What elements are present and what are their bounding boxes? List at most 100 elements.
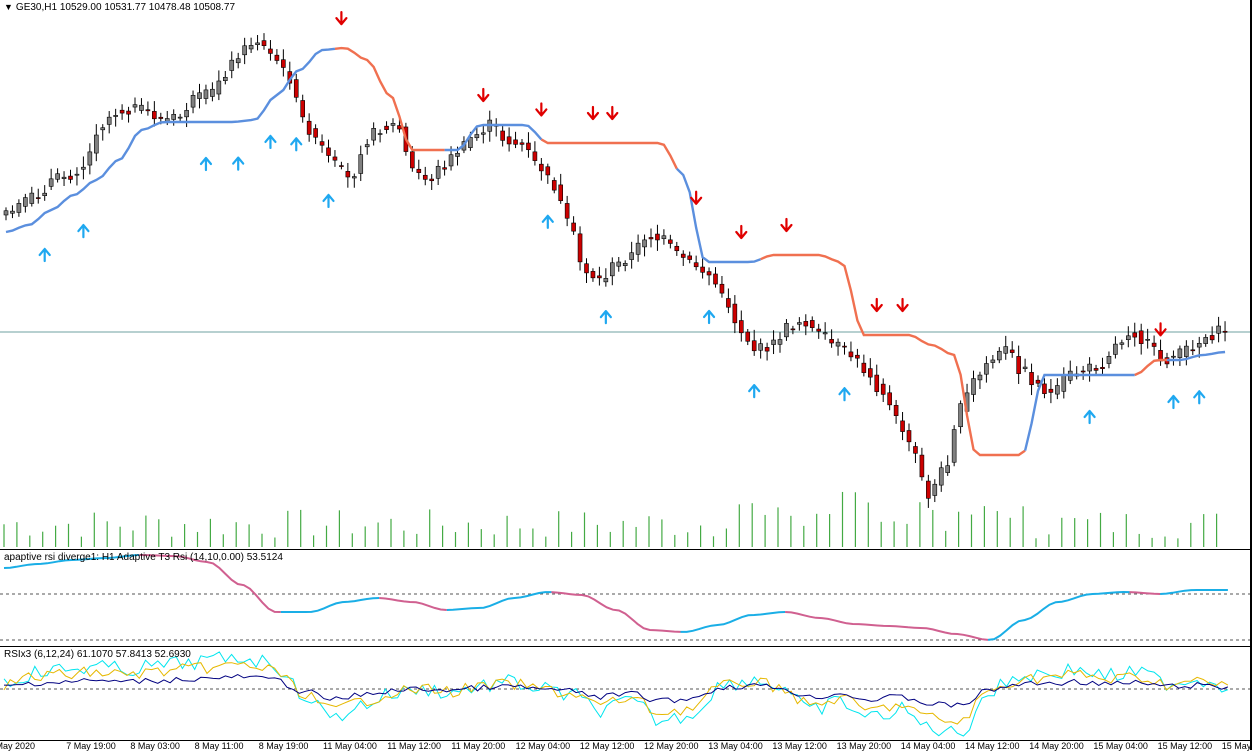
bear-candle bbox=[648, 237, 654, 240]
buy-arrow-icon bbox=[541, 214, 554, 229]
time-tick-label: 11 May 12:00 bbox=[387, 741, 442, 751]
time-tick-label: 13 May 04:00 bbox=[708, 741, 763, 751]
bear-candle bbox=[867, 368, 873, 378]
time-tick-label: 15 May 04:00 bbox=[1093, 741, 1148, 751]
bull-candle bbox=[474, 134, 480, 139]
bull-candle bbox=[210, 88, 215, 97]
bear-candle bbox=[597, 275, 602, 279]
adaptive-rsi-pane[interactable]: apaptive rsi diverge1: H1 Adaptive T3 Rs… bbox=[0, 549, 1252, 645]
bear-candle bbox=[306, 120, 312, 135]
symbol-dropdown-icon[interactable]: ▼ bbox=[4, 2, 13, 12]
bear-candle bbox=[35, 197, 41, 199]
bull-candle bbox=[1055, 385, 1060, 395]
bear-candle bbox=[519, 142, 525, 145]
sell-arrow-icon bbox=[896, 297, 909, 313]
time-tick-label: 15 May 12:00 bbox=[1157, 741, 1213, 751]
bear-candle bbox=[861, 362, 867, 373]
bull-candle bbox=[771, 339, 776, 345]
bull-candle bbox=[480, 132, 486, 135]
bear-candle bbox=[126, 110, 131, 115]
bear-candle bbox=[906, 430, 912, 443]
bear-candle bbox=[893, 405, 899, 416]
bear-candle bbox=[680, 253, 686, 258]
bull-candle bbox=[106, 116, 112, 125]
symbol-info-label: ▼ GE30,H1 10529.00 10531.77 10478.48 1050… bbox=[4, 2, 235, 13]
bull-candle bbox=[1061, 375, 1067, 392]
buy-arrow-icon bbox=[77, 223, 90, 239]
bull-candle bbox=[1184, 345, 1189, 357]
bear-candle bbox=[274, 54, 280, 61]
rsi-falling-line bbox=[1129, 591, 1161, 595]
bull-candle bbox=[203, 89, 209, 99]
bear-candle bbox=[545, 166, 551, 176]
rsix3-chart[interactable] bbox=[0, 647, 1252, 741]
bull-candle bbox=[958, 403, 963, 428]
rsi-rising-line bbox=[680, 611, 786, 633]
bear-candle bbox=[1080, 370, 1086, 373]
bear-candle bbox=[268, 48, 273, 54]
bull-candle bbox=[132, 104, 138, 108]
bull-candle bbox=[100, 127, 106, 131]
bear-candle bbox=[1209, 335, 1215, 341]
bear-candle bbox=[571, 222, 576, 232]
buy-arrow-icon bbox=[322, 193, 335, 209]
bull-candle bbox=[235, 58, 241, 64]
bull-candle bbox=[435, 165, 441, 179]
bear-candle bbox=[152, 111, 157, 120]
bull-candle bbox=[971, 378, 976, 395]
rsi-fast-line bbox=[3, 651, 1229, 737]
bear-candle bbox=[803, 321, 809, 327]
bear-candle bbox=[1138, 330, 1144, 344]
bull-candle bbox=[29, 192, 35, 204]
bear-candle bbox=[513, 139, 518, 145]
bear-candle bbox=[745, 331, 751, 342]
rsix3-pane[interactable]: RSIx3 (6,12,24) 61.1070 57.8413 52.6930 bbox=[0, 646, 1252, 741]
bull-candle bbox=[1126, 335, 1131, 340]
bull-candle bbox=[784, 323, 789, 338]
sell-arrow-icon bbox=[780, 217, 793, 233]
bear-candle bbox=[526, 142, 531, 151]
buy-arrow-icon bbox=[702, 309, 716, 325]
bear-candle bbox=[281, 59, 286, 68]
bear-candle bbox=[1151, 342, 1157, 347]
bear-candle bbox=[119, 109, 125, 114]
adaptive-rsi-chart[interactable] bbox=[0, 550, 1252, 645]
bear-candle bbox=[442, 167, 447, 170]
bear-candle bbox=[326, 147, 331, 156]
bull-candle bbox=[351, 176, 357, 179]
bull-candle bbox=[177, 116, 183, 119]
bear-candle bbox=[726, 298, 731, 308]
price-chart-pane[interactable]: ▼ GE30,H1 10529.00 10531.77 10478.48 1050… bbox=[0, 0, 1252, 547]
sell-arrow-icon bbox=[735, 224, 748, 240]
bull-candle bbox=[603, 278, 609, 283]
bear-candle bbox=[506, 136, 512, 145]
bull-candle bbox=[371, 128, 376, 141]
bull-candle bbox=[984, 363, 989, 375]
rsi-rising-line bbox=[987, 590, 1130, 641]
bull-candle bbox=[629, 252, 634, 260]
bear-candle bbox=[410, 151, 415, 169]
bull-candle bbox=[1003, 346, 1009, 354]
bull-candle bbox=[87, 151, 93, 166]
price-chart[interactable] bbox=[0, 0, 1252, 547]
bull-candle bbox=[661, 235, 667, 239]
bear-candle bbox=[397, 125, 402, 130]
bull-candle bbox=[1113, 343, 1118, 355]
bull-candle bbox=[777, 339, 783, 345]
bear-candle bbox=[926, 480, 931, 499]
adaptive-rsi-label: apaptive rsi diverge1: H1 Adaptive T3 Rs… bbox=[4, 552, 283, 563]
bull-candle bbox=[358, 154, 364, 174]
sell-arrow-icon bbox=[335, 11, 348, 26]
bull-candle bbox=[190, 95, 196, 108]
trail-stop-up-line bbox=[5, 47, 336, 234]
time-axis: 7 May 2020 7 May 19:00 8 May 03:00 8 May 11… bbox=[0, 740, 1252, 751]
buy-arrow-icon bbox=[232, 156, 245, 171]
bear-candle bbox=[1042, 383, 1047, 394]
time-tick-label: 8 May 19:00 bbox=[258, 741, 309, 751]
bull-candle bbox=[1145, 338, 1150, 341]
time-tick-label: 12 May 12:00 bbox=[579, 741, 635, 751]
sell-arrow-icon bbox=[535, 102, 548, 117]
bull-candle bbox=[55, 173, 60, 180]
bull-candle bbox=[113, 115, 118, 117]
rsi-falling-line bbox=[785, 611, 989, 641]
